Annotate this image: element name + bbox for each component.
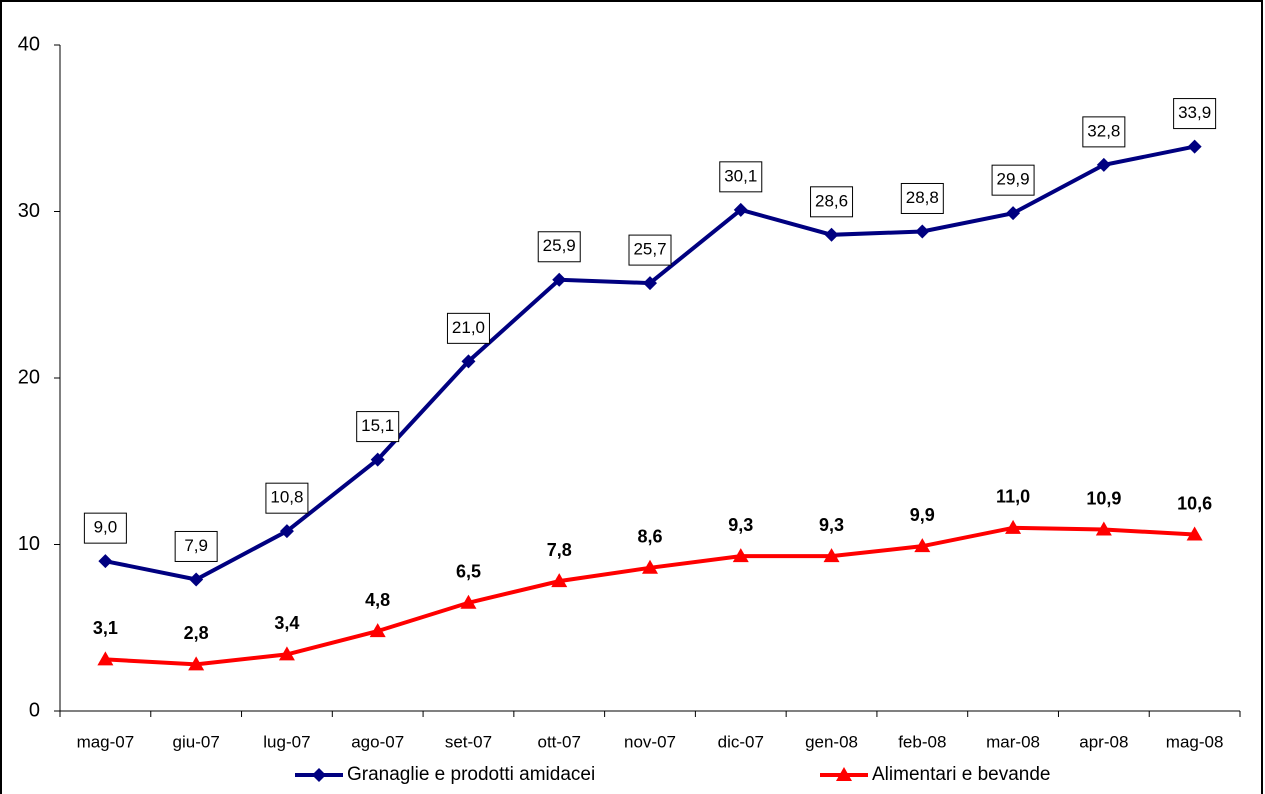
data-point (1187, 139, 1202, 154)
data-point (552, 272, 567, 287)
data-label: 28,8 (906, 188, 939, 207)
legend-label: Alimentari e bevande (872, 764, 1051, 785)
x-tick-label: gen-08 (805, 732, 858, 751)
x-tick-label: apr-08 (1079, 732, 1128, 751)
data-label: 3,1 (93, 618, 118, 638)
data-point (823, 548, 840, 563)
data-label: 2,8 (184, 623, 209, 643)
data-point (733, 202, 748, 217)
data-point (914, 538, 931, 553)
data-point (461, 354, 476, 369)
label-box (719, 161, 763, 193)
label-box (810, 186, 854, 218)
data-point (370, 452, 385, 467)
y-tick-label: 40 (18, 33, 40, 55)
legend-marker (312, 768, 326, 782)
label-box (991, 164, 1035, 196)
data-label: 3,4 (274, 613, 299, 633)
data-label: 9,0 (94, 518, 118, 537)
data-point (1005, 519, 1022, 534)
data-label: 7,8 (547, 540, 572, 560)
label-box (446, 312, 490, 344)
label-box (1173, 98, 1217, 130)
x-tick-label: giu-07 (173, 732, 220, 751)
data-point (551, 573, 568, 588)
data-label: 15,1 (361, 416, 394, 435)
data-point (642, 559, 658, 574)
x-tick-label: mag-07 (77, 732, 135, 751)
data-label: 9,9 (910, 505, 935, 525)
label-box (900, 182, 944, 214)
data-label: 8,6 (637, 527, 662, 547)
data-point (279, 524, 294, 539)
y-tick-label: 30 (18, 200, 40, 222)
label-box (628, 234, 672, 266)
label-box (83, 512, 127, 544)
label-box (174, 530, 218, 562)
data-point (97, 651, 114, 666)
legend-marker (836, 767, 852, 781)
data-point (188, 656, 205, 671)
x-tick-label: feb-08 (898, 732, 946, 751)
data-point (915, 224, 930, 239)
data-label: 33,9 (1178, 103, 1211, 122)
x-tick-label: ott-07 (537, 732, 580, 751)
data-label: 30,1 (724, 166, 757, 185)
data-label: 11,0 (996, 487, 1030, 507)
data-label: 7,9 (184, 536, 208, 555)
data-point (189, 572, 204, 587)
data-label: 21,0 (452, 318, 485, 337)
label-box (1082, 116, 1126, 148)
legend-label: Granaglie e prodotti amidacei (347, 764, 595, 785)
x-tick-label: nov-07 (624, 732, 676, 751)
data-label: 25,7 (633, 240, 666, 259)
data-label: 32,8 (1087, 121, 1120, 140)
data-label: 10,6 (1177, 493, 1212, 513)
data-point (98, 554, 113, 569)
x-tick-label: lug-07 (263, 732, 310, 751)
data-label: 10,9 (1086, 488, 1121, 508)
label-box (265, 482, 309, 514)
data-point (460, 594, 477, 609)
label-box (356, 411, 400, 443)
data-label: 6,5 (456, 562, 481, 582)
data-point (1096, 157, 1111, 172)
y-tick-label: 20 (18, 366, 40, 388)
series-line (105, 525, 1195, 667)
x-tick-label: mag-08 (1166, 732, 1224, 751)
data-point (1095, 521, 1112, 536)
data-label: 29,9 (997, 170, 1030, 189)
data-point (278, 646, 295, 661)
x-tick-label: ago-07 (351, 732, 404, 751)
data-point (643, 276, 657, 291)
data-point (1186, 526, 1203, 541)
y-tick-label: 10 (18, 533, 40, 555)
x-tick-label: set-07 (445, 732, 492, 751)
data-point (369, 623, 386, 638)
data-point (1006, 206, 1021, 221)
data-label: 9,3 (728, 515, 753, 535)
data-label: 4,8 (365, 590, 390, 610)
y-tick-label: 0 (29, 699, 40, 721)
series-line (104, 144, 1196, 582)
data-point (824, 227, 839, 242)
data-point (732, 548, 749, 563)
x-tick-label: dic-07 (718, 732, 764, 751)
data-label: 28,6 (815, 191, 848, 210)
data-label: 10,8 (270, 488, 303, 507)
data-label: 9,3 (819, 515, 844, 535)
x-tick-label: mar-08 (986, 732, 1040, 751)
label-box (537, 231, 581, 263)
data-label: 25,9 (543, 236, 576, 255)
